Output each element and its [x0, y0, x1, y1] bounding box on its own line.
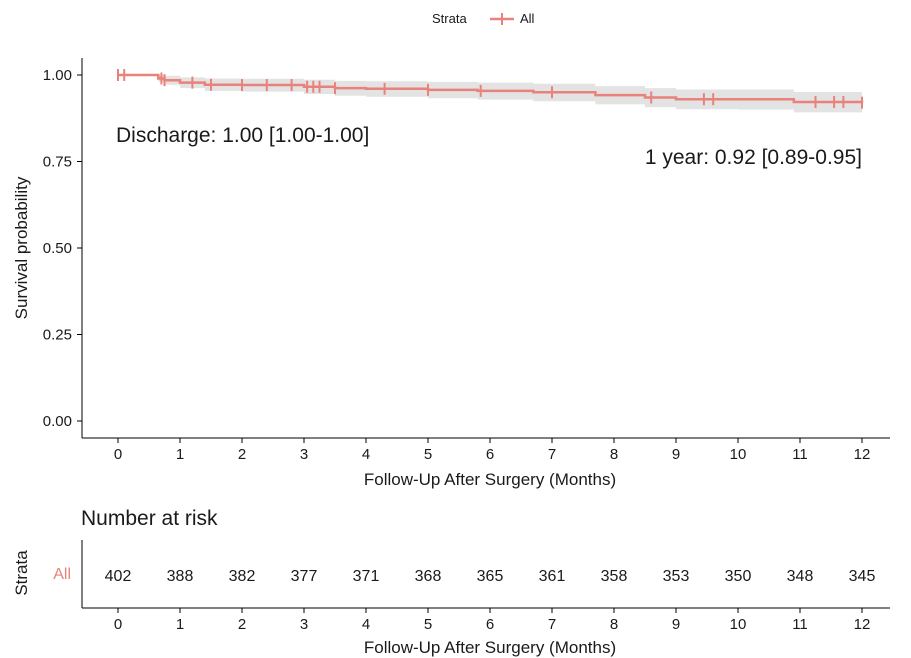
x-tick-label: 7 — [548, 446, 556, 463]
x-tick-label: 3 — [300, 446, 308, 463]
confidence-band — [118, 75, 862, 114]
risk-value: 377 — [291, 568, 318, 585]
x-tick-label: 2 — [238, 446, 246, 463]
legend-title: Strata — [432, 11, 467, 26]
risk-table-title: Number at risk — [81, 507, 218, 530]
risk-value: 388 — [167, 568, 194, 585]
x-tick-label: 9 — [672, 616, 680, 633]
risk-x-axis-label: Follow-Up After Surgery (Months) — [364, 638, 616, 657]
ci-band-all — [118, 75, 862, 114]
risk-value: 368 — [415, 568, 442, 585]
x-tick-label: 9 — [672, 446, 680, 463]
y-tick-label: 0.75 — [43, 154, 72, 171]
risk-value: 348 — [787, 568, 814, 585]
risk-value: 345 — [849, 568, 876, 585]
risk-table-strata-name: All — [53, 566, 71, 583]
risk-value: 371 — [353, 568, 380, 585]
survival-curve — [118, 73, 864, 104]
risk-x-axis-ticks: 0 1 2 3 4 5 6 7 8 9 10 11 12 — [114, 608, 871, 633]
x-tick-label: 2 — [238, 616, 246, 633]
risk-value: 402 — [105, 568, 132, 585]
y-tick-label: 0.50 — [43, 240, 72, 257]
x-tick-label: 6 — [486, 616, 494, 633]
y-axis-label: Survival probability — [12, 176, 31, 319]
x-axis-ticks: 0 1 2 3 4 5 6 7 8 9 10 11 12 — [114, 438, 871, 463]
x-tick-label: 10 — [730, 446, 747, 463]
x-axis-label: Follow-Up After Surgery (Months) — [364, 470, 616, 489]
survival-plot: 0.000.250.500.751.00 0 1 2 3 4 5 6 7 8 9 10 11 12 Su… — [12, 58, 890, 489]
x-tick-label: 7 — [548, 616, 556, 633]
risk-value: 382 — [229, 568, 256, 585]
risk-table: Number at risk Strata All 402 388 382 377 37… — [12, 507, 890, 657]
x-tick-label: 8 — [610, 616, 618, 633]
legend-entry-all: All — [520, 11, 535, 26]
risk-value: 350 — [725, 568, 752, 585]
risk-value: 365 — [477, 568, 504, 585]
x-tick-label: 11 — [792, 446, 808, 463]
x-tick-label: 8 — [610, 446, 618, 463]
risk-value: 358 — [601, 568, 628, 585]
x-tick-label: 3 — [300, 616, 308, 633]
x-tick-label: 11 — [792, 616, 808, 633]
y-axis-ticks: 0.00 0.25 0.50 0.75 1.00 — [43, 67, 82, 430]
x-tick-label: 6 — [486, 446, 494, 463]
censor-marks — [117, 69, 863, 109]
x-tick-label: 10 — [730, 616, 747, 633]
x-tick-label: 4 — [362, 446, 370, 463]
one-year-annotation: 1 year: 0.92 [0.89-0.95] — [645, 146, 862, 169]
y-tick-label: 1.00 — [43, 67, 72, 84]
risk-table-strata-label: Strata — [12, 550, 31, 596]
y-tick-label: 0.00 — [43, 413, 72, 430]
x-tick-label: 4 — [362, 616, 370, 633]
risk-values: 402 388 382 377 371 368 365 361 358 353 350 348 345 — [105, 568, 876, 585]
discharge-annotation: Discharge: 1.00 [1.00-1.00] — [116, 124, 369, 147]
x-tick-label: 12 — [854, 616, 871, 633]
risk-value: 361 — [539, 568, 566, 585]
x-tick-label: 0 — [114, 446, 122, 463]
x-tick-label: 12 — [854, 446, 871, 463]
x-tick-label: 0 — [114, 616, 122, 633]
risk-value: 353 — [663, 568, 690, 585]
curve-all — [118, 73, 864, 104]
x-tick-label: 1 — [176, 446, 184, 463]
y-tick-label: 0.25 — [43, 327, 72, 344]
x-tick-label: 1 — [176, 616, 184, 633]
x-tick-label: 5 — [424, 616, 432, 633]
x-tick-label: 5 — [424, 446, 432, 463]
legend: Strata All — [432, 11, 535, 26]
